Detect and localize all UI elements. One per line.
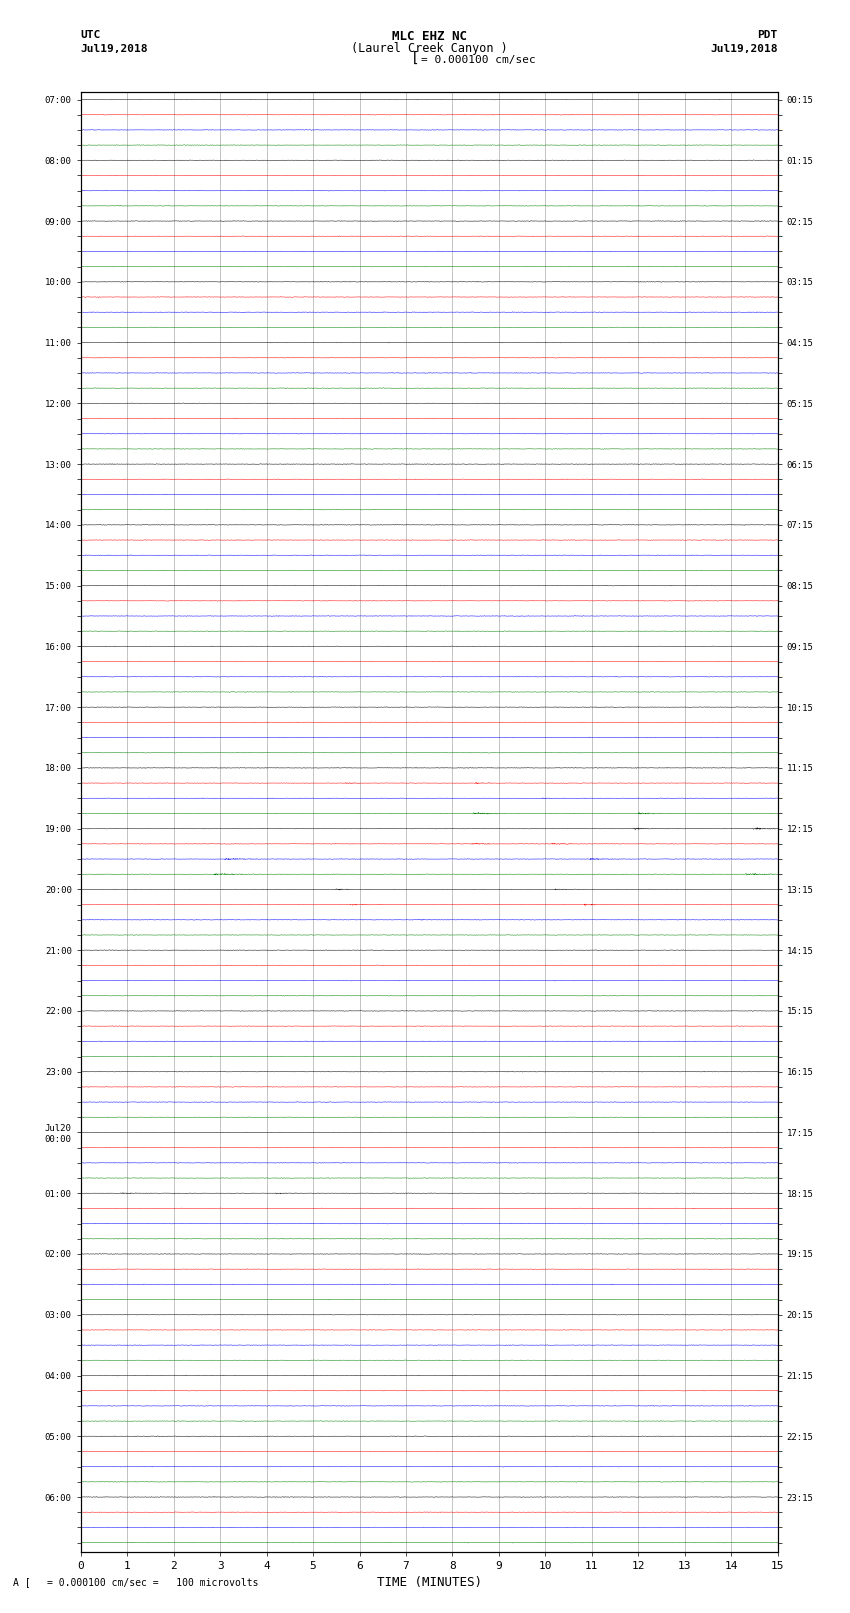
- Text: Jul19,2018: Jul19,2018: [711, 44, 778, 53]
- Text: (Laurel Creek Canyon ): (Laurel Creek Canyon ): [351, 42, 507, 55]
- Text: A [: A [: [13, 1578, 31, 1587]
- Text: [: [: [411, 52, 419, 65]
- Text: = 0.000100 cm/sec: = 0.000100 cm/sec: [421, 55, 536, 65]
- X-axis label: TIME (MINUTES): TIME (MINUTES): [377, 1576, 482, 1589]
- Text: Jul19,2018: Jul19,2018: [81, 44, 148, 53]
- Text: MLC EHZ NC: MLC EHZ NC: [392, 29, 467, 44]
- Text: PDT: PDT: [757, 29, 778, 39]
- Text: UTC: UTC: [81, 29, 101, 39]
- Text: = 0.000100 cm/sec =   100 microvolts: = 0.000100 cm/sec = 100 microvolts: [47, 1578, 258, 1587]
